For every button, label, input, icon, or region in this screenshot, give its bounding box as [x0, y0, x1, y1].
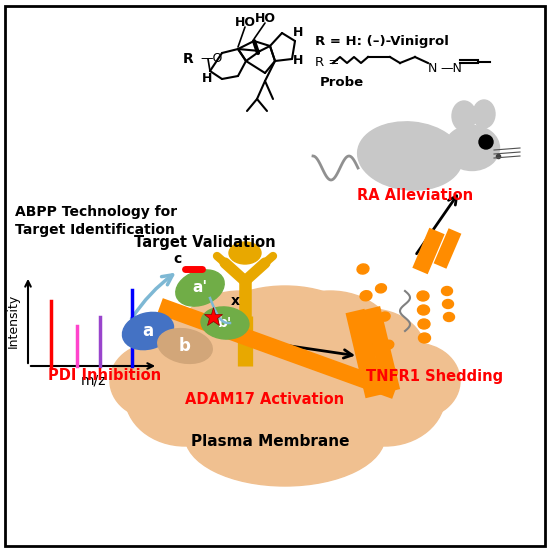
Ellipse shape — [444, 126, 499, 170]
Text: —N: —N — [440, 62, 462, 75]
Text: Intensity: Intensity — [7, 294, 19, 348]
Ellipse shape — [363, 317, 375, 327]
Text: ADAM17 Activation: ADAM17 Activation — [185, 392, 344, 407]
Ellipse shape — [155, 301, 415, 471]
Ellipse shape — [123, 312, 174, 350]
Text: ABPP Technology for
Target Identification: ABPP Technology for Target Identificatio… — [15, 205, 177, 237]
Ellipse shape — [443, 312, 454, 321]
Ellipse shape — [370, 343, 460, 419]
Text: b': b' — [218, 316, 232, 330]
Ellipse shape — [229, 242, 261, 264]
Text: a': a' — [192, 280, 207, 295]
Text: b: b — [179, 337, 191, 355]
Ellipse shape — [158, 328, 212, 364]
Ellipse shape — [315, 309, 425, 393]
Ellipse shape — [110, 343, 200, 419]
Text: —O: —O — [200, 52, 222, 66]
Ellipse shape — [418, 319, 430, 329]
Ellipse shape — [358, 122, 463, 190]
Ellipse shape — [175, 291, 305, 391]
Text: H: H — [293, 55, 303, 68]
Text: c: c — [174, 252, 182, 266]
Text: R: R — [183, 52, 194, 66]
Text: PDI Inhibition: PDI Inhibition — [48, 369, 162, 383]
Ellipse shape — [360, 291, 372, 301]
Ellipse shape — [376, 284, 387, 293]
Text: R = H: (–)-Vinigrol: R = H: (–)-Vinigrol — [315, 35, 449, 47]
Ellipse shape — [280, 306, 430, 436]
Ellipse shape — [185, 386, 385, 486]
Text: N: N — [427, 62, 437, 75]
Text: Target Validation: Target Validation — [134, 235, 276, 251]
Text: Plasma Membrane: Plasma Membrane — [191, 434, 349, 449]
Text: HO: HO — [255, 13, 276, 25]
Text: Probe: Probe — [320, 77, 364, 89]
Ellipse shape — [379, 312, 390, 321]
Text: RA Alleviation: RA Alleviation — [357, 188, 473, 203]
Ellipse shape — [442, 287, 453, 295]
Ellipse shape — [452, 101, 476, 131]
Text: HO: HO — [234, 17, 256, 30]
Text: H: H — [293, 26, 303, 40]
Ellipse shape — [387, 369, 398, 377]
Ellipse shape — [145, 309, 255, 393]
Circle shape — [479, 135, 493, 149]
Ellipse shape — [383, 340, 394, 349]
Ellipse shape — [417, 305, 430, 315]
Ellipse shape — [369, 371, 381, 381]
Ellipse shape — [265, 291, 395, 391]
Ellipse shape — [201, 307, 249, 339]
Text: R =: R = — [315, 57, 339, 69]
Ellipse shape — [205, 286, 365, 376]
Ellipse shape — [125, 346, 245, 446]
Text: m/z: m/z — [80, 373, 106, 387]
Ellipse shape — [357, 264, 369, 274]
Ellipse shape — [443, 300, 454, 309]
Ellipse shape — [417, 291, 429, 301]
Ellipse shape — [325, 346, 445, 446]
Ellipse shape — [366, 344, 378, 354]
Ellipse shape — [176, 270, 224, 306]
Text: H: H — [202, 73, 212, 85]
Text: TNFR1 Shedding: TNFR1 Shedding — [366, 369, 504, 383]
Text: x: x — [230, 294, 239, 308]
Text: a: a — [142, 322, 153, 340]
Ellipse shape — [140, 306, 290, 436]
Ellipse shape — [473, 100, 495, 128]
Ellipse shape — [419, 333, 431, 343]
